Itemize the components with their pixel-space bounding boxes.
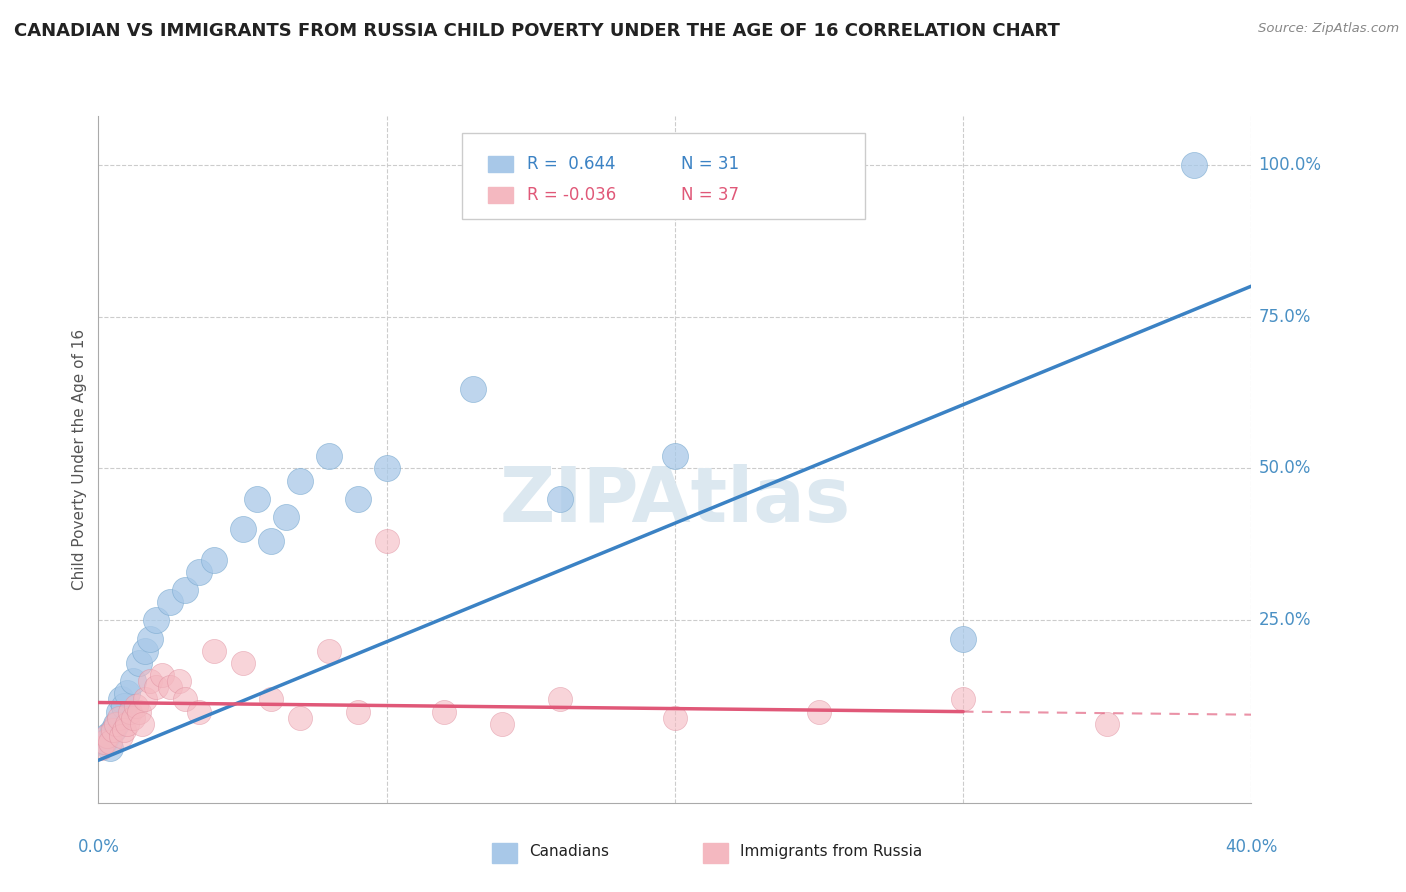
- Point: [231, 522, 254, 536]
- Point: [150, 668, 173, 682]
- Point: [318, 644, 340, 658]
- Point: [491, 716, 513, 731]
- Point: [174, 583, 197, 598]
- Text: 25.0%: 25.0%: [1258, 611, 1310, 630]
- Point: [952, 632, 974, 646]
- Point: [1182, 158, 1205, 172]
- Point: [346, 491, 368, 506]
- Text: 75.0%: 75.0%: [1258, 308, 1310, 326]
- Text: R =  0.644: R = 0.644: [527, 155, 616, 173]
- Point: [112, 723, 135, 737]
- Point: [290, 474, 312, 488]
- Point: [375, 534, 398, 549]
- Point: [110, 729, 132, 743]
- Point: [98, 735, 121, 749]
- Point: [375, 461, 398, 475]
- Point: [122, 674, 145, 689]
- Point: [101, 723, 124, 737]
- Point: [139, 674, 162, 689]
- Point: [290, 711, 312, 725]
- Point: [90, 741, 112, 756]
- Text: N = 31: N = 31: [681, 155, 738, 173]
- Point: [98, 741, 121, 756]
- Point: [134, 692, 156, 706]
- Text: 100.0%: 100.0%: [1258, 155, 1322, 174]
- Point: [461, 383, 484, 397]
- Text: 40.0%: 40.0%: [1225, 838, 1278, 856]
- Text: 0.0%: 0.0%: [77, 838, 120, 856]
- Point: [110, 692, 132, 706]
- Point: [188, 565, 211, 579]
- Point: [346, 705, 368, 719]
- Point: [188, 705, 211, 719]
- Point: [274, 510, 297, 524]
- Point: [139, 632, 162, 646]
- Point: [134, 644, 156, 658]
- Point: [952, 692, 974, 706]
- Point: [117, 716, 138, 731]
- Point: [1097, 716, 1119, 731]
- Text: N = 37: N = 37: [681, 186, 738, 204]
- Point: [93, 735, 115, 749]
- Point: [131, 716, 153, 731]
- Text: 50.0%: 50.0%: [1258, 459, 1310, 477]
- Point: [433, 705, 456, 719]
- Point: [117, 686, 138, 700]
- Point: [96, 729, 118, 743]
- Point: [145, 681, 167, 695]
- Point: [548, 491, 571, 506]
- Point: [145, 614, 167, 628]
- Point: [112, 698, 135, 713]
- Text: Canadians: Canadians: [529, 845, 609, 859]
- Point: [159, 681, 181, 695]
- Point: [93, 735, 115, 749]
- Point: [159, 595, 181, 609]
- Point: [128, 705, 150, 719]
- FancyBboxPatch shape: [461, 133, 865, 219]
- Text: CANADIAN VS IMMIGRANTS FROM RUSSIA CHILD POVERTY UNDER THE AGE OF 16 CORRELATION: CANADIAN VS IMMIGRANTS FROM RUSSIA CHILD…: [14, 22, 1060, 40]
- Point: [260, 534, 283, 549]
- Text: Immigrants from Russia: Immigrants from Russia: [740, 845, 922, 859]
- Point: [122, 711, 145, 725]
- Point: [202, 552, 225, 566]
- Point: [101, 723, 124, 737]
- Point: [548, 692, 571, 706]
- Point: [807, 705, 830, 719]
- Text: Source: ZipAtlas.com: Source: ZipAtlas.com: [1258, 22, 1399, 36]
- Point: [96, 729, 118, 743]
- Point: [104, 716, 127, 731]
- Point: [107, 705, 129, 719]
- Y-axis label: Child Poverty Under the Age of 16: Child Poverty Under the Age of 16: [72, 329, 87, 590]
- Point: [664, 711, 686, 725]
- Point: [260, 692, 283, 706]
- Point: [174, 692, 197, 706]
- Text: ZIPAtlas: ZIPAtlas: [499, 464, 851, 538]
- Point: [125, 698, 148, 713]
- Point: [318, 450, 340, 464]
- Bar: [488, 187, 513, 202]
- Point: [128, 656, 150, 670]
- Point: [664, 450, 686, 464]
- Point: [231, 656, 254, 670]
- Text: R = -0.036: R = -0.036: [527, 186, 617, 204]
- Point: [107, 711, 129, 725]
- Point: [167, 674, 190, 689]
- Point: [120, 705, 142, 719]
- Bar: [488, 156, 513, 171]
- Point: [246, 491, 269, 506]
- Point: [104, 716, 127, 731]
- Point: [202, 644, 225, 658]
